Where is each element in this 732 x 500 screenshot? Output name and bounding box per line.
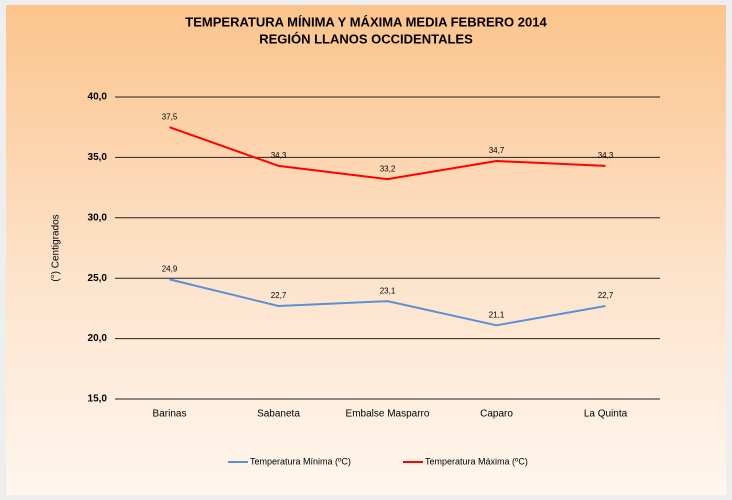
data-label: 34,3 xyxy=(598,151,614,160)
data-label: 22,7 xyxy=(271,291,287,300)
data-label: 33,2 xyxy=(380,164,396,173)
legend-label: Temperatura Mínima (ºC) xyxy=(250,456,351,466)
y-tick-label: 40,0 xyxy=(88,92,108,103)
series-line xyxy=(169,126,606,181)
y-tick-label: 15,0 xyxy=(88,394,108,405)
x-tick-label: Sabaneta xyxy=(257,409,300,420)
data-label: 22,7 xyxy=(598,291,614,300)
x-tick-label: Caparo xyxy=(480,409,513,420)
x-tick-label: La Quinta xyxy=(584,409,628,420)
data-label: 24,9 xyxy=(162,265,178,274)
chart-subtitle: REGIÓN LLANOS OCCIDENTALES xyxy=(259,31,473,46)
y-tick-label: 30,0 xyxy=(88,212,108,223)
y-tick-label: 35,0 xyxy=(88,152,108,163)
series-line xyxy=(169,278,606,327)
x-tick-label: Barinas xyxy=(153,409,187,420)
y-axis-label: (°) Centigrados xyxy=(51,214,62,281)
data-label: 34,7 xyxy=(489,146,505,155)
data-label: 34,3 xyxy=(271,151,287,160)
background xyxy=(6,5,726,495)
data-label: 37,5 xyxy=(162,112,178,121)
data-label: 21,1 xyxy=(489,310,505,319)
legend-label: Temperatura Máxima (ºC) xyxy=(425,456,528,466)
y-tick-label: 20,0 xyxy=(88,333,108,344)
x-tick-label: Embalse Masparro xyxy=(346,409,430,420)
chart-title: TEMPERATURA MÍNIMA Y MÁXIMA MEDIA FEBRER… xyxy=(185,14,547,29)
data-label: 23,1 xyxy=(380,286,396,295)
y-tick-label: 25,0 xyxy=(88,273,108,284)
